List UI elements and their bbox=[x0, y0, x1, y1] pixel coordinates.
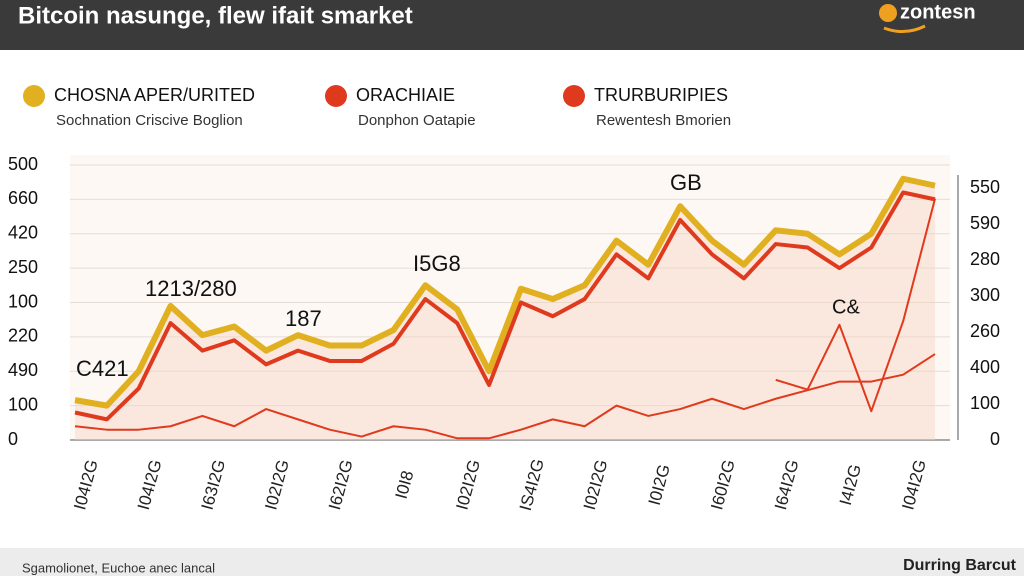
y2-tick-label: 590 bbox=[970, 213, 1000, 233]
x-tick-label: I04I2G bbox=[898, 458, 930, 512]
y2-tick-label: 550 bbox=[970, 177, 1000, 197]
x-tick-label: I64I2G bbox=[771, 458, 803, 512]
line bbox=[74, 175, 936, 409]
y-tick-label: 490 bbox=[8, 360, 38, 380]
x-tick-label: I02I2G bbox=[452, 458, 484, 512]
y-tick-label: 0 bbox=[8, 429, 18, 449]
x-tick-label: I0I8 bbox=[392, 469, 418, 501]
brand-smile bbox=[883, 24, 926, 33]
y-tick-label: 500 bbox=[8, 154, 38, 174]
brand-icon bbox=[879, 4, 897, 22]
y-tick-label: 420 bbox=[8, 223, 38, 243]
x-tick-label: I63I2G bbox=[198, 458, 230, 512]
x-tick-label: I04I2G bbox=[134, 458, 166, 512]
legend-label: TRURBURIPIES bbox=[594, 85, 728, 105]
annotation: 187 bbox=[285, 306, 322, 331]
legend-swatch bbox=[23, 85, 45, 107]
annotation: 1213/280 bbox=[145, 276, 237, 301]
legend-subtitle: Sochnation Criscive Boglion bbox=[56, 112, 243, 129]
annotation: C421 bbox=[76, 356, 129, 381]
y2-tick-label: 280 bbox=[970, 249, 1000, 269]
line bbox=[74, 190, 936, 422]
y2-tick-label: 100 bbox=[970, 393, 1000, 413]
x-tick-label: I04I2G bbox=[70, 458, 102, 512]
x-tick-label: I4I2G bbox=[836, 462, 865, 507]
footer-left: Sgamolionet, Euchoe anec lancal bbox=[22, 560, 215, 575]
x-tick-label: I60I2G bbox=[707, 458, 739, 512]
x-tick-label: I02I2G bbox=[580, 458, 612, 512]
header-bar bbox=[0, 0, 1024, 50]
legend-swatch bbox=[563, 85, 585, 107]
legend-subtitle: Donphon Oatapie bbox=[358, 112, 476, 129]
y2-tick-label: 300 bbox=[970, 285, 1000, 305]
legend-subtitle: Rewentesh Bmorien bbox=[596, 112, 731, 129]
x-tick-label: IS4I2G bbox=[516, 457, 548, 513]
legend-label: CHOSNA APER/URITED bbox=[54, 85, 255, 105]
line bbox=[775, 198, 936, 413]
y2-tick-label: 260 bbox=[970, 321, 1000, 341]
annotation: I5G8 bbox=[413, 251, 461, 276]
line bbox=[74, 353, 936, 440]
plot-bg bbox=[70, 155, 950, 440]
y2-tick-label: 400 bbox=[970, 357, 1000, 377]
legend-swatch bbox=[325, 85, 347, 107]
annotation: GB bbox=[670, 170, 702, 195]
footer-bar bbox=[0, 548, 1024, 576]
x-tick-label: I02I2G bbox=[261, 458, 293, 512]
x-tick-label: I0I2G bbox=[645, 462, 674, 507]
area bbox=[75, 178, 935, 440]
y-tick-label: 100 bbox=[8, 394, 38, 414]
legend-label: ORACHIAIE bbox=[356, 85, 455, 105]
y-tick-label: 660 bbox=[8, 188, 38, 208]
footer-right: Durring Barcut bbox=[903, 557, 1017, 574]
x-tick-label: I62I2G bbox=[325, 458, 357, 512]
y2-tick-label: 0 bbox=[990, 429, 1000, 449]
y-tick-label: 250 bbox=[8, 257, 38, 277]
y-tick-label: 100 bbox=[8, 291, 38, 311]
series-label: C& bbox=[832, 296, 860, 318]
brand: zontesn bbox=[900, 1, 976, 23]
header-title: Bitcoin nasunge, flew ifait smarket bbox=[18, 2, 413, 29]
y-tick-label: 220 bbox=[8, 326, 38, 346]
